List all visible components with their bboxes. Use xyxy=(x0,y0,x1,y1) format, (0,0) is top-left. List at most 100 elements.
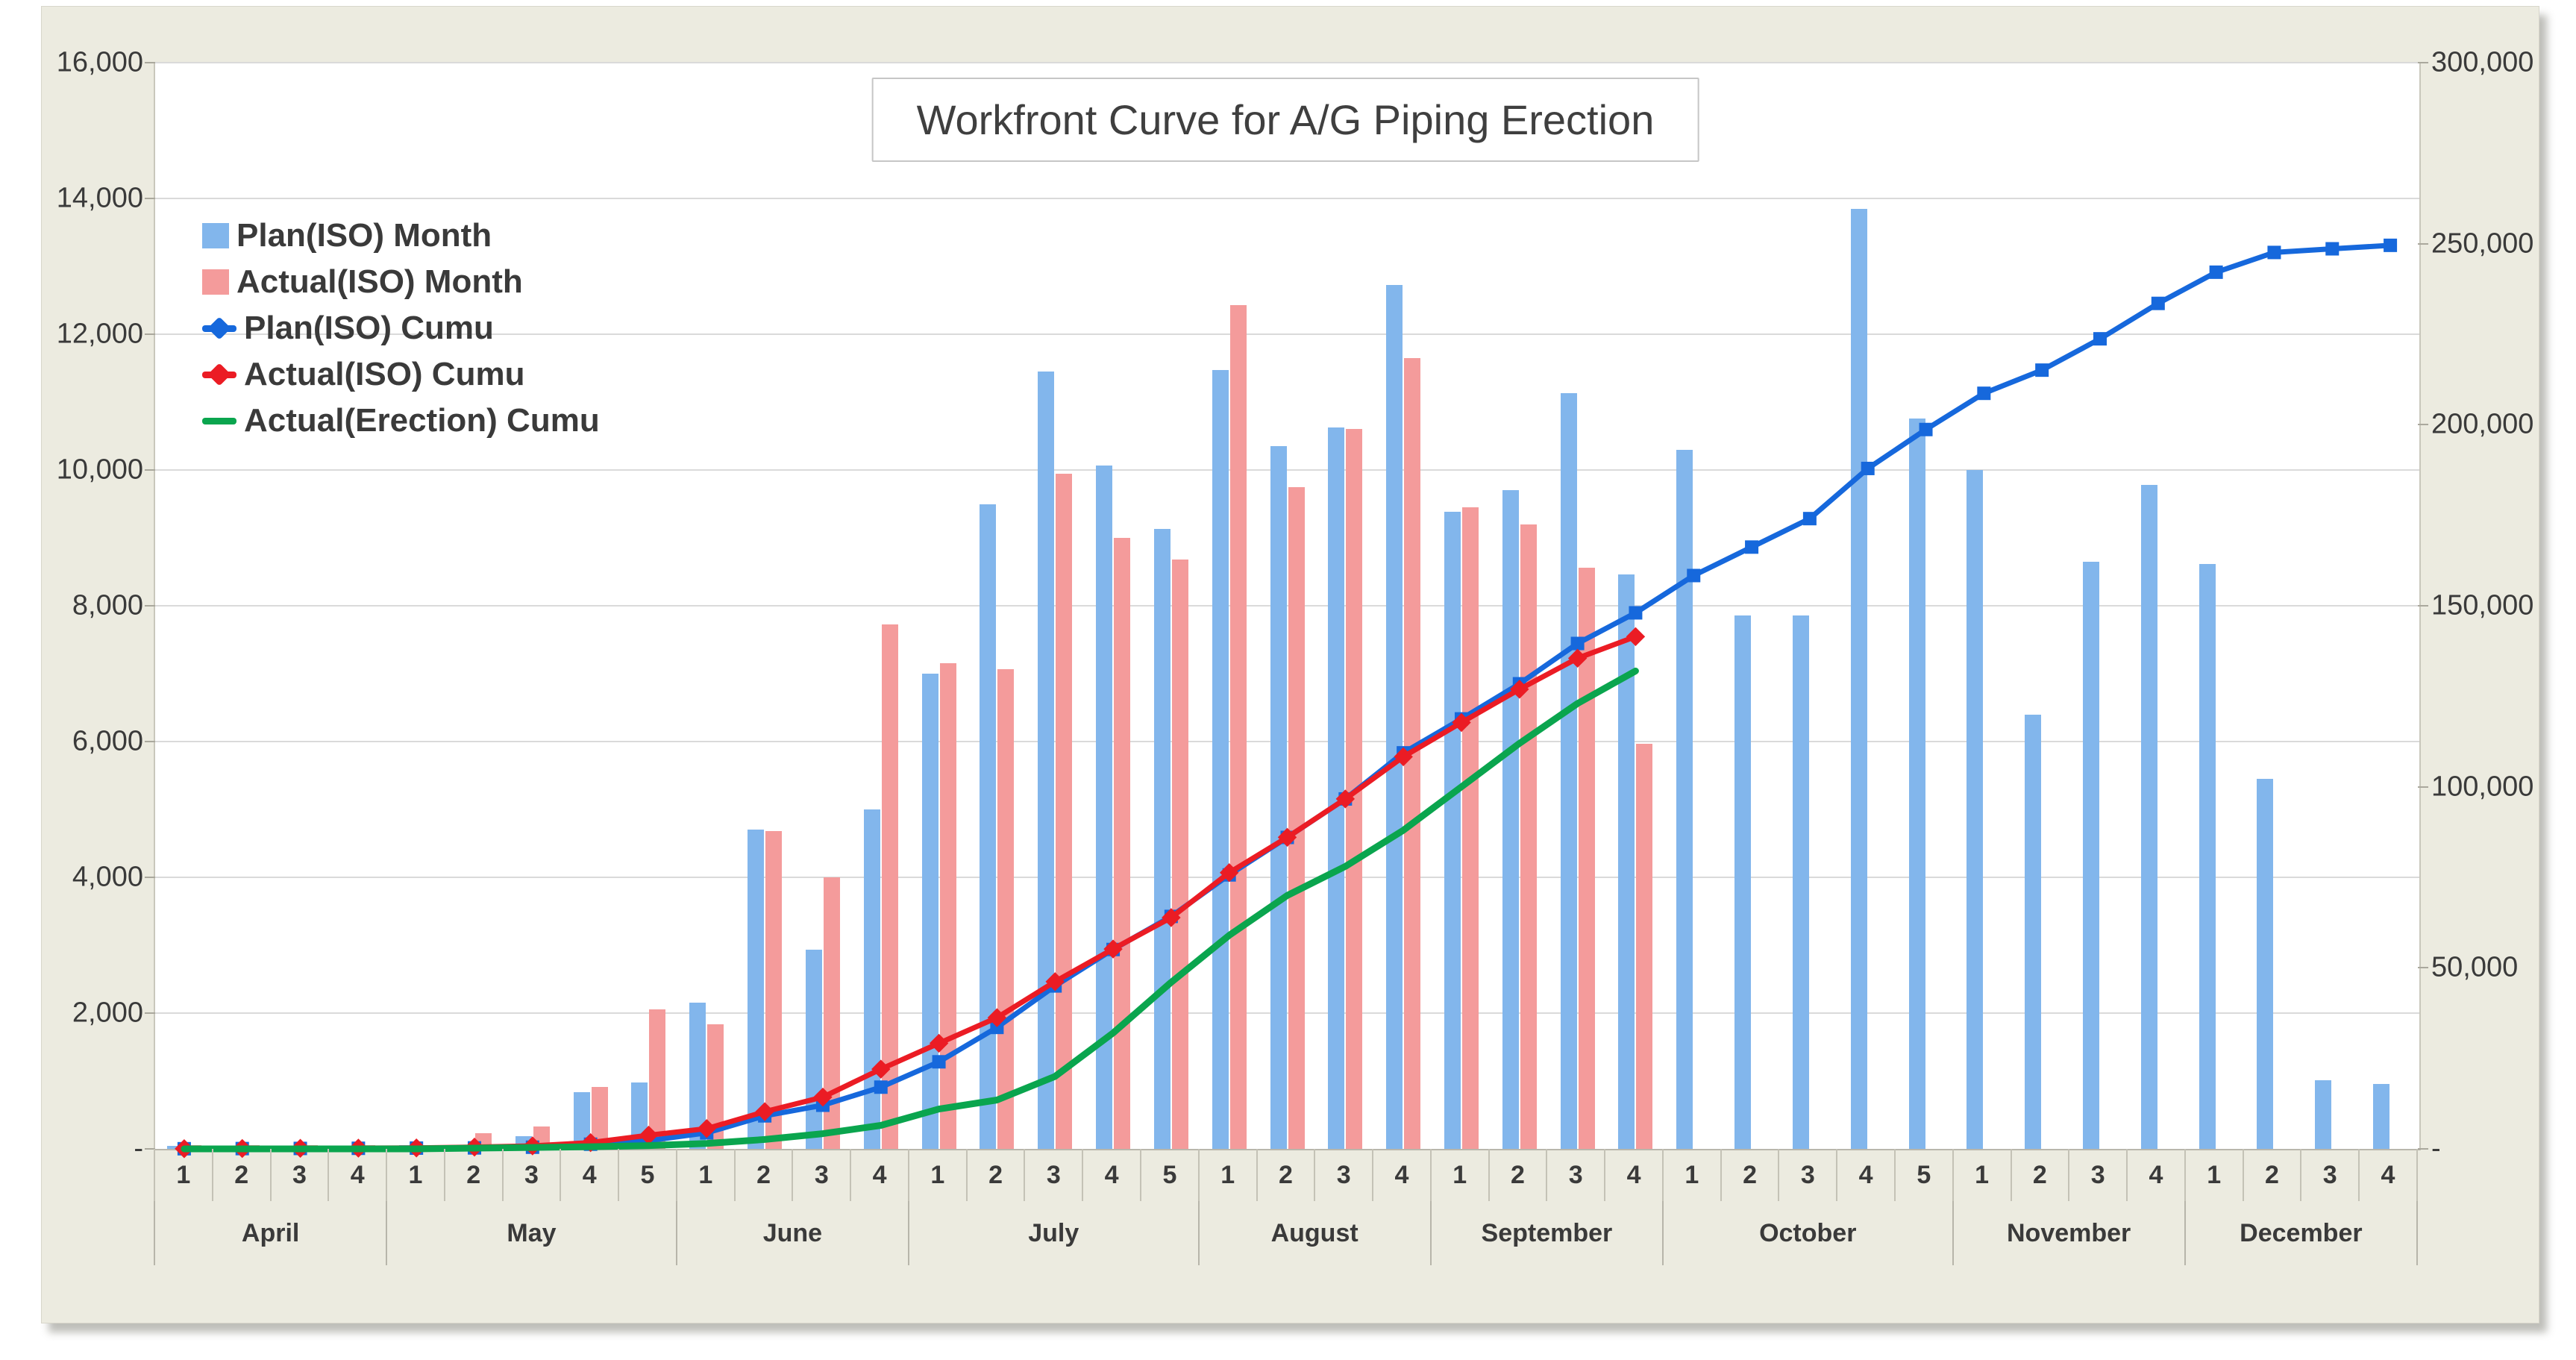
week-label: 1 xyxy=(1954,1149,2012,1201)
bar-actual-month xyxy=(649,1009,666,1149)
square-marker xyxy=(932,1055,946,1069)
y-axis-left: 16,000 14,000 12,000 10,000 8,000 6,000 4,000 2… xyxy=(42,47,143,1165)
bar-actual-month xyxy=(1229,304,1247,1149)
bar-plan-month xyxy=(1618,574,1635,1149)
square-marker xyxy=(1802,512,1817,526)
legend-item-actual-iso-month: Actual(ISO) Month xyxy=(202,263,600,300)
y-axis-label-left: 14,000 xyxy=(56,182,143,214)
bar-plan-month xyxy=(1212,370,1229,1149)
bar-plan-month xyxy=(1096,465,1113,1149)
gridline xyxy=(155,62,2419,63)
bar-plan-month xyxy=(1270,446,1287,1149)
week-label: 2 xyxy=(445,1149,504,1201)
bar-plan-month xyxy=(2257,779,2274,1149)
axis-tick xyxy=(2418,1148,2428,1150)
week-label: 4 xyxy=(1605,1149,1664,1201)
bar-plan-month xyxy=(689,1003,706,1149)
erection-cumu-swatch-icon xyxy=(202,417,236,424)
axis-tick xyxy=(145,1148,155,1150)
week-label: 3 xyxy=(504,1149,562,1201)
week-label: 3 xyxy=(272,1149,330,1201)
week-label: 2 xyxy=(2244,1149,2302,1201)
week-label: 2 xyxy=(1490,1149,1548,1201)
week-label: 1 xyxy=(387,1149,445,1201)
bar-actual-month xyxy=(823,877,840,1149)
square-marker xyxy=(2035,363,2049,377)
week-label: 4 xyxy=(1837,1149,1896,1201)
chart-title: Workfront Curve for A/G Piping Erection xyxy=(871,78,1699,162)
month-label: August xyxy=(1200,1201,1432,1265)
legend-label: Plan(ISO) Month xyxy=(236,217,492,254)
axis-tick xyxy=(145,469,155,471)
chart-canvas: Workfront Curve for A/G Piping Erection … xyxy=(41,6,2539,1323)
week-label: 4 xyxy=(1373,1149,1432,1201)
month-label: July xyxy=(909,1201,1200,1265)
y-axis-label-left: 12,000 xyxy=(56,318,143,350)
week-label: 1 xyxy=(1200,1149,1258,1201)
diamond-marker xyxy=(1567,648,1588,668)
month-label: October xyxy=(1664,1201,1954,1265)
x-axis-months: April May June July August September October No… xyxy=(154,1201,2418,1265)
week-label: 1 xyxy=(1432,1149,1490,1201)
bar-plan-month xyxy=(1560,393,1577,1149)
week-label: 4 xyxy=(2360,1149,2418,1201)
bar-plan-month xyxy=(980,504,997,1149)
week-label: 4 xyxy=(329,1149,388,1201)
square-marker xyxy=(1570,636,1585,651)
week-label: 3 xyxy=(1547,1149,1606,1201)
bar-plan-month xyxy=(1502,490,1519,1149)
week-label: 3 xyxy=(793,1149,852,1201)
gridline xyxy=(155,198,2419,199)
gridline xyxy=(155,469,2419,471)
square-marker xyxy=(1919,422,1933,436)
square-marker xyxy=(2384,238,2398,252)
legend-label: Actual(ISO) Cumu xyxy=(244,356,525,392)
square-marker xyxy=(1745,540,1759,554)
square-marker xyxy=(1977,386,1991,401)
axis-tick xyxy=(2418,605,2428,607)
y-axis-label-left: 4,000 xyxy=(72,861,143,893)
axis-tick xyxy=(2418,424,2428,426)
square-marker xyxy=(1861,461,1875,475)
bar-actual-month xyxy=(1288,486,1305,1149)
axis-tick xyxy=(145,198,155,199)
legend-item-plan-iso-cumu: Plan(ISO) Cumu xyxy=(202,310,600,346)
bar-plan-month xyxy=(1908,418,1925,1149)
y-axis-label-right: 150,000 xyxy=(2431,589,2534,621)
week-label: 1 xyxy=(1664,1149,1722,1201)
bar-plan-month xyxy=(921,674,938,1149)
axis-tick xyxy=(145,877,155,878)
week-label: 5 xyxy=(619,1149,677,1201)
square-marker xyxy=(1687,568,1701,583)
week-label: 4 xyxy=(561,1149,620,1201)
bar-plan-month xyxy=(1734,615,1752,1149)
month-label: November xyxy=(1954,1201,2186,1265)
square-marker xyxy=(2325,242,2340,256)
legend-item-actual-iso-cumu: Actual(ISO) Cumu xyxy=(202,356,600,392)
week-label: 3 xyxy=(1315,1149,1374,1201)
square-marker xyxy=(990,1021,1004,1035)
bar-plan-month xyxy=(2199,563,2216,1149)
bar-plan-month xyxy=(748,830,765,1149)
chart-title-text: Workfront Curve for A/G Piping Erection xyxy=(916,96,1655,143)
bar-actual-month xyxy=(707,1024,724,1149)
square-marker xyxy=(2209,265,2223,279)
y-axis-label-right: 300,000 xyxy=(2431,46,2534,78)
gridline xyxy=(155,877,2419,878)
y-axis-right: 300,000 250,000 200,000 150,000 100,000 50,00… xyxy=(2431,47,2551,1165)
y-axis-label-right: 100,000 xyxy=(2431,771,2534,803)
week-label: 1 xyxy=(154,1149,213,1201)
diamond-marker xyxy=(929,1033,949,1053)
y-axis-label-right: 50,000 xyxy=(2431,951,2519,983)
week-label: 2 xyxy=(2012,1149,2070,1201)
legend-label: Actual(ISO) Month xyxy=(236,263,523,300)
axis-tick xyxy=(2418,242,2428,245)
week-label: 1 xyxy=(909,1149,968,1201)
week-label: 2 xyxy=(1722,1149,1780,1201)
week-label: 4 xyxy=(2128,1149,2186,1201)
bar-plan-month xyxy=(1328,427,1345,1149)
bar-plan-month xyxy=(2025,714,2042,1149)
axis-tick xyxy=(2418,62,2428,63)
gridline xyxy=(155,1012,2419,1014)
